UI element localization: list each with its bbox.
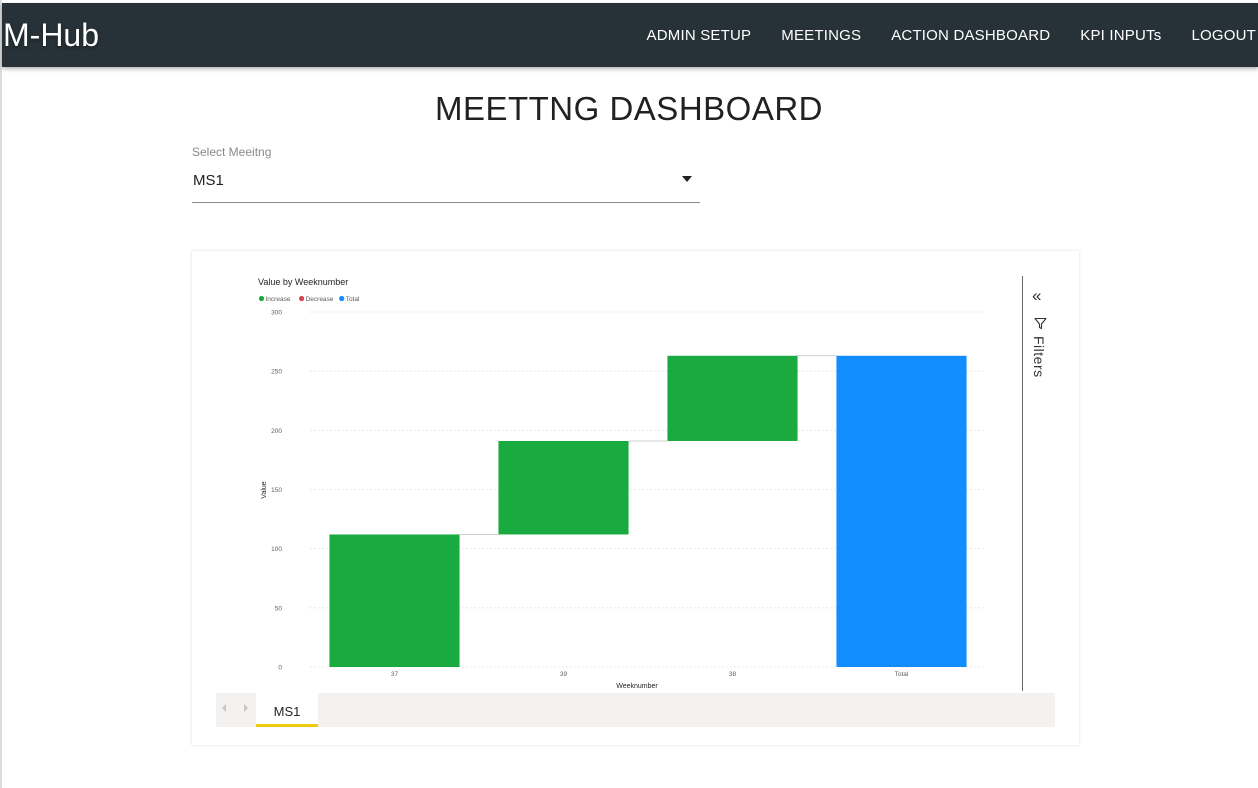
main-nav: ADMIN SETUP MEETINGS ACTION DASHBOARD KP… xyxy=(617,3,1256,67)
nav-meetings[interactable]: MEETINGS xyxy=(781,26,862,44)
filters-pane[interactable]: « Filters xyxy=(1022,276,1053,691)
x-tick-label: 39 xyxy=(560,671,568,678)
x-tick-label: 37 xyxy=(391,671,399,678)
y-tick-label: 150 xyxy=(271,487,282,494)
tab-ms1[interactable]: MS1 xyxy=(256,693,318,727)
y-tick-label: 100 xyxy=(271,546,282,553)
legend-label: Decrease xyxy=(306,296,334,303)
y-tick-label: 250 xyxy=(271,369,282,376)
legend-marker xyxy=(299,295,305,302)
double-chevron-left-icon[interactable]: « xyxy=(1032,286,1042,305)
bars xyxy=(329,355,967,667)
nav-logout[interactable]: LOGOUT xyxy=(1191,26,1256,44)
filters-label[interactable]: Filters xyxy=(1031,336,1047,378)
legend-marker xyxy=(339,295,345,302)
x-tick-label: Total xyxy=(895,671,909,678)
nav-kpi-inputs[interactable]: KPI INPUTs xyxy=(1080,26,1162,44)
legend-marker xyxy=(258,295,265,302)
legend-label: Increase xyxy=(266,296,291,303)
y-tick-label: 300 xyxy=(271,310,282,317)
report-page-tabs: MS1 xyxy=(216,693,1055,727)
nav-admin-setup[interactable]: ADMIN SETUP xyxy=(646,26,752,44)
waterfall-chart: 0 50 100 150 200 250 300 37 39 38 Total Value by … xyxy=(258,277,986,690)
caret-down-icon[interactable] xyxy=(682,176,692,182)
meeting-select-value[interactable]: MS1 xyxy=(193,172,224,189)
nav-action-dashboard[interactable]: ACTION DASHBOARD xyxy=(891,26,1051,44)
connector-lines xyxy=(459,355,837,535)
y-tick-label: 200 xyxy=(271,428,282,435)
y-tick-label: 50 xyxy=(275,605,283,612)
chart-title: Value by Weeknumber xyxy=(258,277,348,287)
meeting-select-label: Select Meeitng xyxy=(192,145,272,159)
brand-title[interactable]: M-Hub xyxy=(3,17,100,53)
x-tick-labels: 37 39 38 Total xyxy=(391,671,909,678)
arrow-left-icon[interactable] xyxy=(222,704,226,712)
legend-label: Total xyxy=(346,296,360,303)
y-tick-label: 0 xyxy=(278,665,282,672)
top-app-bar: M-Hub ADMIN SETUP MEETINGS ACTION DASHBO… xyxy=(2,3,1258,67)
meeting-select[interactable]: Select Meeitng MS1 xyxy=(192,144,700,203)
x-axis-title: Weeknumber xyxy=(616,683,658,690)
y-tick-labels: 0 50 100 150 200 250 300 xyxy=(271,310,282,672)
arrow-right-icon[interactable] xyxy=(244,704,248,712)
y-axis-title: Value xyxy=(261,481,268,498)
bar-38 xyxy=(667,355,798,441)
bar-total xyxy=(836,355,967,667)
bar-37 xyxy=(329,534,460,667)
embedded-report: 0 50 100 150 200 250 300 37 39 38 Total Value by … xyxy=(192,251,1079,745)
funnel-icon xyxy=(1034,317,1047,330)
page-title: MEETTNG DASHBOARD xyxy=(434,90,824,127)
chart-legend: Increase Decrease Total xyxy=(258,295,360,303)
bar-39 xyxy=(498,440,629,535)
x-tick-label: 38 xyxy=(729,671,737,678)
